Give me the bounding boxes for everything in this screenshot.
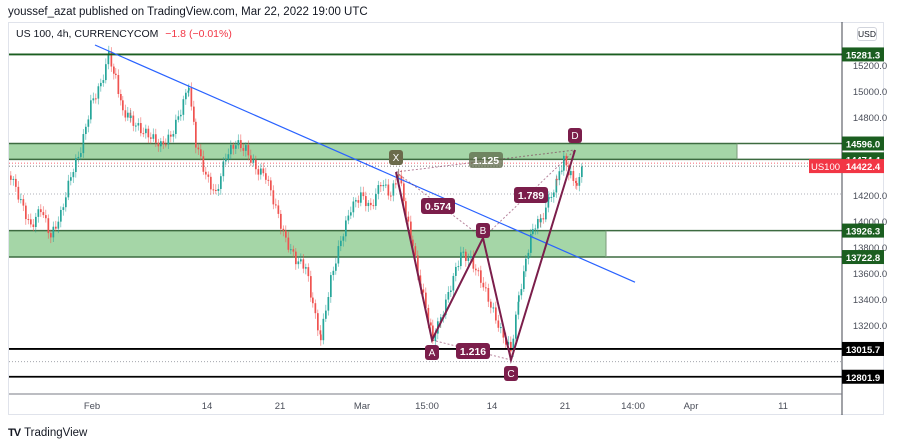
price-axis-label: 12801.9 — [842, 369, 884, 384]
y-tick-label: 14200.0 — [853, 191, 887, 202]
ratio-label[interactable]: 1.216 — [456, 343, 490, 359]
svg-text:14422.4: 14422.4 — [846, 162, 881, 173]
descending-trendline[interactable] — [94, 44, 636, 283]
svg-text:A: A — [429, 348, 436, 359]
svg-text:0.574: 0.574 — [425, 201, 451, 213]
x-tick-label: Mar — [354, 401, 370, 412]
price-axis-label: 14422.4 — [842, 159, 884, 174]
y-tick-label: 13800.0 — [853, 243, 887, 254]
svg-text:13015.7: 13015.7 — [846, 345, 880, 356]
pattern-point-d[interactable]: D — [568, 128, 582, 143]
y-tick-label: 15000.0 — [853, 87, 887, 98]
svg-text:X: X — [393, 153, 400, 164]
svg-text:12801.9: 12801.9 — [846, 373, 880, 384]
x-tick-label: 11 — [778, 401, 788, 412]
x-tick-label: Apr — [684, 401, 699, 412]
tradingview-mark-icon: TV — [8, 427, 21, 439]
symbol-info[interactable]: US 100, 4h, CURRENCYCOM — [16, 28, 159, 40]
price-change: −1.8 (−0.01%) — [165, 28, 232, 40]
svg-text:1.789: 1.789 — [518, 190, 544, 202]
svg-text:1.216: 1.216 — [460, 346, 486, 358]
svg-text:B: B — [480, 226, 487, 237]
y-tick-label: 13200.0 — [853, 321, 887, 332]
y-tick-label: 14800.0 — [853, 113, 887, 124]
pattern-point-a[interactable]: A — [425, 345, 439, 360]
svg-text:13722.8: 13722.8 — [846, 253, 880, 264]
y-tick-label: 14000.0 — [853, 217, 887, 228]
support-zone[interactable] — [9, 230, 606, 258]
x-tick-label: 14:00 — [621, 401, 645, 412]
symbol-legend: US 100, 4h, CURRENCYCOM −1.8 (−0.01%) — [16, 28, 232, 40]
pattern-point-c[interactable]: C — [504, 366, 518, 381]
y-tick-label: 15200.0 — [853, 61, 887, 72]
x-tick-label: 14 — [202, 401, 213, 412]
svg-text:US100: US100 — [811, 162, 840, 173]
x-tick-label: 15:00 — [415, 401, 439, 412]
pattern-point-x[interactable]: X — [389, 150, 403, 165]
y-tick-label: 13600.0 — [853, 269, 887, 280]
ratio-label[interactable]: 0.574 — [421, 198, 455, 214]
svg-text:C: C — [507, 369, 514, 380]
tradingview-logo[interactable]: TV TradingView — [8, 427, 87, 439]
svg-text:1.125: 1.125 — [473, 155, 499, 167]
y-tick-label: 13400.0 — [853, 295, 887, 306]
price-axis-label: 13926.3 — [842, 223, 884, 238]
currency-button[interactable]: USD — [857, 27, 877, 41]
last-price-symbol-tag: US100 — [809, 159, 842, 174]
resistance-zone[interactable] — [9, 143, 737, 160]
price-axis-label: 13722.8 — [842, 250, 884, 265]
svg-text:15281.3: 15281.3 — [846, 50, 880, 61]
x-tick-label: 21 — [560, 401, 571, 412]
svg-text:D: D — [571, 131, 578, 142]
x-tick-label: 14 — [487, 401, 498, 412]
x-tick-label: Feb — [84, 401, 100, 412]
ratio-label[interactable]: 1.125 — [469, 152, 503, 168]
price-axis-label: 14596.0 — [842, 136, 884, 151]
brand-name: TradingView — [24, 427, 88, 439]
publisher-line: youssef_azat published on TradingView.co… — [8, 6, 368, 18]
ratio-label[interactable]: 1.789 — [514, 187, 548, 203]
pattern-point-b[interactable]: B — [476, 223, 490, 238]
price-axis-label: 13015.7 — [842, 341, 884, 356]
x-tick-label: 21 — [275, 401, 286, 412]
price-axis-label: 15281.3 — [842, 47, 884, 62]
svg-text:14596.0: 14596.0 — [846, 140, 880, 151]
svg-text:13926.3: 13926.3 — [846, 227, 880, 238]
